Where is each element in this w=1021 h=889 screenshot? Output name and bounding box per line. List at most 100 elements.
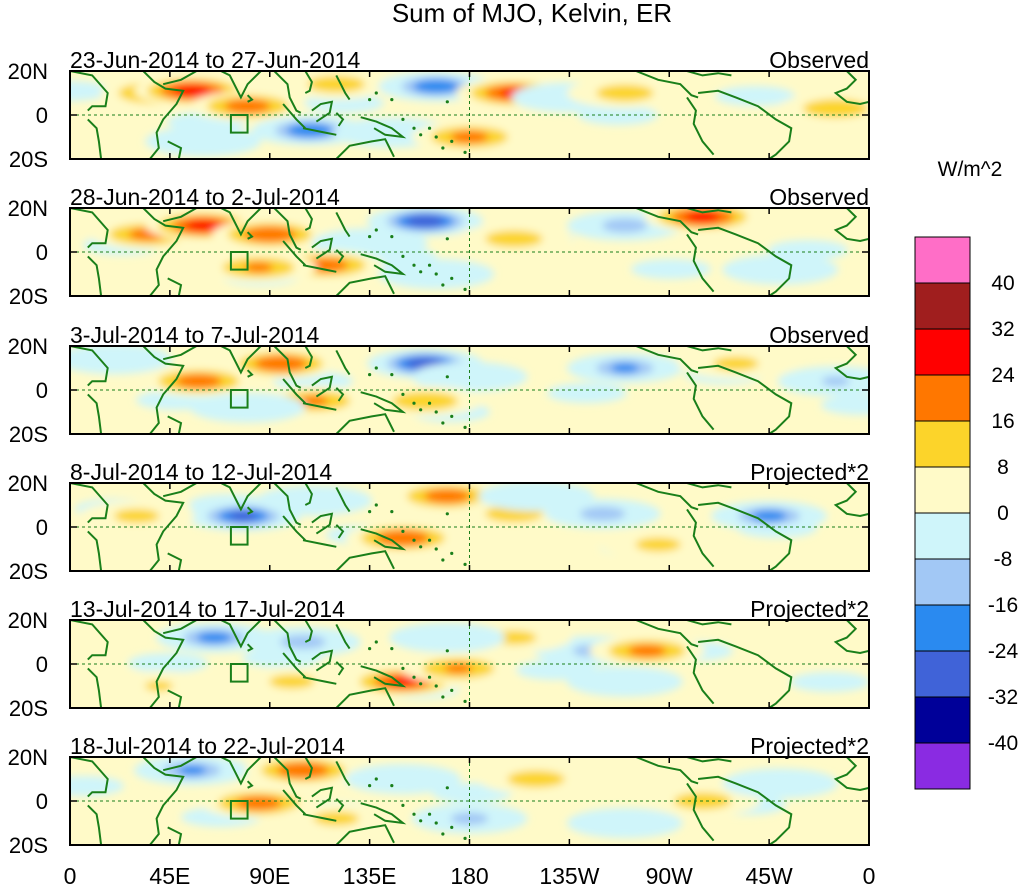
island xyxy=(419,819,423,823)
coastline xyxy=(335,211,351,238)
anomaly-contour xyxy=(307,75,366,93)
anomaly-contour xyxy=(196,631,232,644)
island xyxy=(412,263,416,267)
y-tick-label: 0 xyxy=(36,240,48,265)
coastline xyxy=(302,813,337,822)
coastline xyxy=(697,89,793,159)
island xyxy=(374,366,378,370)
x-tick-label: 0 xyxy=(863,863,876,889)
island xyxy=(368,235,372,239)
island xyxy=(463,287,467,291)
anomaly-contour xyxy=(406,215,444,228)
x-tick-label: 90E xyxy=(249,863,290,889)
coastline xyxy=(335,74,351,101)
island xyxy=(412,126,416,130)
y-tick-label: 0 xyxy=(36,378,48,403)
colorbar-label: 32 xyxy=(991,318,1014,341)
coastline xyxy=(335,524,345,539)
y-tick-label: 20S xyxy=(9,147,48,172)
island xyxy=(374,503,378,507)
coastline xyxy=(311,100,334,123)
anomaly-contour xyxy=(790,672,869,692)
coastline xyxy=(686,371,715,431)
colorbar-label: -32 xyxy=(988,686,1018,709)
island xyxy=(427,126,432,130)
anomaly-field xyxy=(70,71,869,159)
coastline xyxy=(304,620,313,643)
y-tick-label: 20N xyxy=(8,59,48,84)
anomaly-field xyxy=(70,208,869,296)
anomaly-contour xyxy=(821,376,850,387)
coastline xyxy=(246,94,254,103)
anomaly-contour xyxy=(424,489,471,504)
coastline xyxy=(686,483,732,489)
coastline xyxy=(635,208,699,236)
coastline xyxy=(360,116,407,139)
x-tick-label: 180 xyxy=(450,863,488,889)
coastline xyxy=(697,364,793,434)
anomaly-contour xyxy=(281,491,347,510)
coastline xyxy=(87,530,103,571)
island xyxy=(419,133,423,137)
island xyxy=(463,836,467,841)
coastline xyxy=(142,483,185,571)
y-tick-label: 20S xyxy=(9,696,48,721)
panel-label: Observed xyxy=(769,47,869,73)
anomaly-contour xyxy=(280,635,326,649)
anomaly-field xyxy=(70,620,869,708)
island xyxy=(441,832,445,836)
x-tick-label: 90W xyxy=(646,863,694,889)
coastline xyxy=(311,237,334,260)
coastline xyxy=(335,275,395,296)
x-tick-label: 45W xyxy=(745,863,793,889)
anomaly-contour xyxy=(602,218,648,233)
colorbar-label: 16 xyxy=(991,410,1014,433)
coastline xyxy=(282,240,307,266)
island xyxy=(401,666,405,671)
island xyxy=(390,235,394,239)
panel-period: 23-Jun-2014 to 27-Jun-2014 xyxy=(70,47,360,73)
panel-period: 8-Jul-2014 to 12-Jul-2014 xyxy=(70,459,332,485)
x-axis: 0 45E 90E 135E 180 135W 90W 45W 0 xyxy=(64,863,876,889)
island xyxy=(401,803,405,808)
island xyxy=(412,675,416,679)
island xyxy=(390,98,394,102)
coastline xyxy=(360,528,407,551)
anomaly-contour xyxy=(602,674,648,689)
anomaly-contour xyxy=(244,262,273,273)
y-tick-label: 20N xyxy=(8,745,48,770)
coastlines xyxy=(70,620,869,708)
anomaly-contour xyxy=(185,219,221,232)
coastline xyxy=(167,826,183,845)
island xyxy=(445,786,449,790)
island xyxy=(401,117,405,121)
coastline xyxy=(697,226,793,296)
coastline xyxy=(142,71,185,159)
coastline xyxy=(635,620,699,648)
island xyxy=(368,510,372,514)
coastline xyxy=(302,264,337,273)
island xyxy=(390,373,394,377)
island xyxy=(441,558,445,562)
coastline xyxy=(686,233,715,293)
island xyxy=(434,821,438,825)
anomaly-contour xyxy=(70,776,124,796)
coastline xyxy=(302,676,337,685)
coastline xyxy=(360,665,407,688)
island xyxy=(441,146,445,150)
coastline xyxy=(167,277,183,296)
coastline xyxy=(302,402,337,411)
coastline xyxy=(282,789,307,815)
anomaly-contour xyxy=(91,352,138,367)
anomaly-contour xyxy=(243,226,296,243)
coastline xyxy=(273,208,302,251)
island xyxy=(434,272,438,276)
island xyxy=(368,784,372,788)
coastline xyxy=(167,140,183,159)
coastline xyxy=(335,112,345,127)
y-tick-label: 20N xyxy=(8,608,48,633)
anomaly-contour xyxy=(175,374,222,389)
island xyxy=(441,421,445,425)
anomaly-contour xyxy=(336,233,403,253)
